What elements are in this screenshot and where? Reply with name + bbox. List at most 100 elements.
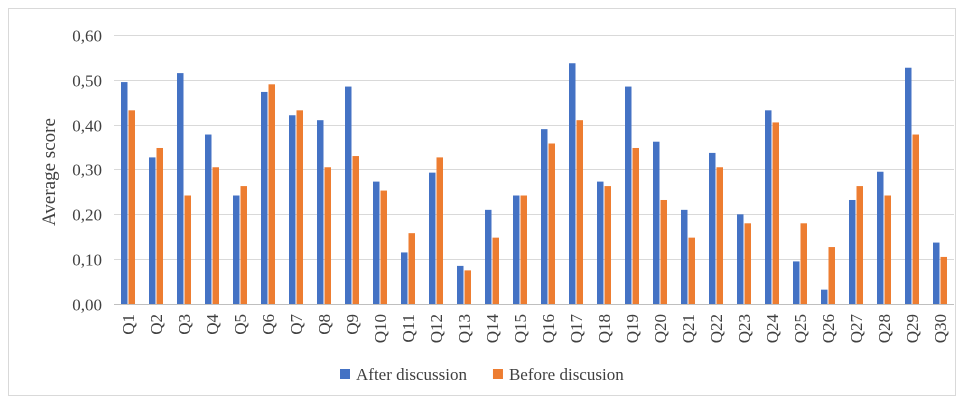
x-tick-label: Q11 <box>399 314 418 343</box>
bar-after-discussion <box>681 209 688 304</box>
bar-after-discussion <box>765 110 772 304</box>
y-axis-ticks: 0,00 0,10 0,20 0,30 0,40 0,50 0,60 <box>72 27 102 315</box>
x-tick-label: Q8 <box>315 314 334 335</box>
y-tick-label: 0,60 <box>72 27 102 46</box>
x-tick-label: Q14 <box>483 314 502 344</box>
bar-before-discussion <box>884 195 891 304</box>
bars <box>121 63 947 305</box>
bar-before-discussion <box>604 186 611 304</box>
x-tick-label: Q5 <box>231 314 250 335</box>
bar-before-discussion <box>772 122 779 304</box>
x-tick-label: Q1 <box>119 314 138 335</box>
x-tick-label: Q6 <box>259 314 278 335</box>
bar-after-discussion <box>709 152 716 304</box>
bar-before-discussion <box>436 157 443 304</box>
x-tick-label: Q27 <box>847 314 866 344</box>
bar-before-discussion <box>576 120 583 304</box>
x-tick-label: Q28 <box>875 314 894 343</box>
bar-before-discussion <box>380 190 387 304</box>
bar-after-discussion <box>457 265 464 304</box>
bar-after-discussion <box>373 181 380 304</box>
bar-before-discussion <box>548 143 555 304</box>
x-axis-ticks: Q1 Q2 Q3 Q4 Q5 Q6 Q7 Q8 Q9 Q10 Q11 Q12 Q13 Q14 Q15 Q16 Q… <box>119 314 950 344</box>
x-tick-label: Q21 <box>679 314 698 343</box>
x-tick-label: Q30 <box>931 314 950 343</box>
x-tick-label: Q16 <box>539 314 558 343</box>
bar-after-discussion <box>149 157 156 304</box>
bar-after-discussion <box>597 181 604 304</box>
y-tick-label: 0,20 <box>72 206 102 225</box>
bar-before-discussion <box>520 195 527 304</box>
x-tick-label: Q13 <box>455 314 474 343</box>
bar-after-discussion <box>233 195 240 304</box>
bar-before-discussion <box>212 167 219 304</box>
y-axis-title: Average score <box>39 118 60 226</box>
x-tick-label: Q2 <box>147 314 166 335</box>
bar-before-discussion <box>184 195 191 304</box>
bar-before-discussion <box>632 147 639 304</box>
x-tick-label: Q19 <box>623 314 642 343</box>
bar-after-discussion <box>933 242 940 304</box>
bar-before-discussion <box>716 167 723 304</box>
bar-before-discussion <box>324 167 331 304</box>
bar-before-discussion <box>128 110 135 304</box>
bar-before-discussion <box>688 237 695 304</box>
bar-before-discussion <box>156 147 163 304</box>
bar-before-discussion <box>856 186 863 304</box>
y-tick-label: 0,00 <box>72 296 102 315</box>
x-tick-label: Q18 <box>595 314 614 343</box>
bar-before-discussion <box>828 247 835 304</box>
bar-after-discussion <box>625 86 632 304</box>
x-tick-label: Q25 <box>791 314 810 343</box>
bar-after-discussion <box>177 73 184 304</box>
bar-after-discussion <box>849 199 856 304</box>
bar-after-discussion <box>653 141 660 304</box>
x-tick-label: Q12 <box>427 314 446 343</box>
bar-after-discussion <box>737 214 744 304</box>
bar-after-discussion <box>821 289 828 304</box>
bar-after-discussion <box>569 63 576 305</box>
bar-after-discussion <box>261 91 268 305</box>
bar-after-discussion <box>289 115 296 304</box>
bar-after-discussion <box>401 252 408 304</box>
legend-label-before: Before discusion <box>509 365 624 384</box>
chart-frame <box>8 8 956 396</box>
bar-before-discussion <box>912 134 919 304</box>
x-tick-label: Q9 <box>343 314 362 335</box>
x-tick-label: Q22 <box>707 314 726 343</box>
bar-before-discussion <box>408 233 415 304</box>
y-tick-label: 0,40 <box>72 117 102 136</box>
y-tick-label: 0,10 <box>72 251 102 270</box>
bar-after-discussion <box>205 134 212 304</box>
x-tick-label: Q29 <box>903 314 922 343</box>
x-tick-label: Q23 <box>735 314 754 343</box>
bar-before-discussion <box>296 110 303 304</box>
x-tick-label: Q10 <box>371 314 390 343</box>
x-tick-label: Q3 <box>175 314 194 335</box>
legend-swatch-before <box>492 369 503 379</box>
y-tick-label: 0,30 <box>72 161 102 180</box>
x-tick-label: Q15 <box>511 314 530 343</box>
x-tick-label: Q20 <box>651 314 670 343</box>
x-tick-label: Q7 <box>287 314 306 335</box>
gridlines <box>114 35 954 305</box>
bar-after-discussion <box>905 67 912 304</box>
bar-after-discussion <box>793 261 800 304</box>
bar-before-discussion <box>940 256 947 304</box>
legend: After discussion Before discusion <box>340 365 624 384</box>
bar-after-discussion <box>317 120 324 304</box>
x-tick-label: Q24 <box>763 314 782 344</box>
legend-swatch-after <box>340 369 350 379</box>
bar-after-discussion <box>877 171 884 304</box>
bar-before-discussion <box>464 270 471 304</box>
x-tick-label: Q4 <box>203 314 222 335</box>
bar-after-discussion <box>345 86 352 304</box>
bar-before-discussion <box>660 199 667 304</box>
bar-after-discussion <box>541 129 548 304</box>
bar-before-discussion <box>240 186 247 304</box>
bar-after-discussion <box>513 195 520 304</box>
bar-before-discussion <box>800 223 807 304</box>
bar-before-discussion <box>492 237 499 304</box>
bar-after-discussion <box>429 172 436 304</box>
y-tick-label: 0,50 <box>72 72 102 91</box>
